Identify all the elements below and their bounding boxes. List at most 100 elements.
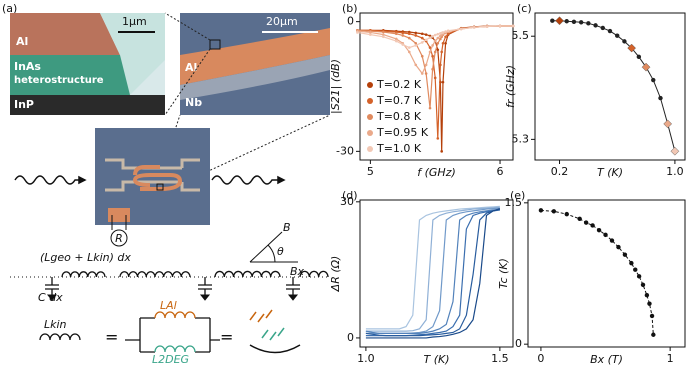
marker [498, 24, 502, 28]
pad [108, 208, 130, 222]
marker [577, 216, 582, 222]
marker [444, 41, 447, 45]
marker [414, 44, 418, 47]
marker [369, 33, 372, 36]
marker [651, 77, 656, 83]
marker [420, 36, 424, 40]
marker [538, 208, 544, 213]
marker [407, 50, 411, 54]
y-tick-label: 5.5 [512, 29, 530, 42]
marker [395, 39, 398, 43]
marker [401, 34, 405, 37]
legend-marker [367, 98, 373, 104]
field-b: B [283, 221, 291, 234]
marker [564, 211, 569, 217]
marker [433, 50, 437, 54]
marker [663, 119, 673, 129]
y-axis-label: Tc (K) [497, 258, 510, 289]
inductor [214, 270, 281, 278]
marker [407, 32, 411, 36]
inductor [154, 345, 196, 353]
series-line [365, 208, 500, 334]
eq-lkin: Lkin [44, 318, 67, 331]
marker [636, 274, 642, 279]
field-theta: θ [277, 245, 284, 258]
marker [441, 41, 445, 45]
x-tick-label: 1.5 [491, 352, 509, 365]
sem-image: Al InAs heterostructure InP 1µm [10, 13, 165, 115]
x-axis-label: Bx (T) [590, 353, 623, 366]
marker [629, 260, 634, 266]
inductor [299, 270, 329, 278]
panel-label: (c) [517, 2, 532, 15]
y-tick-label: 1.5 [505, 196, 523, 209]
x-tick-label: 5 [367, 165, 374, 178]
al-band [180, 28, 330, 85]
marker [658, 95, 663, 101]
legend-marker [367, 82, 373, 88]
marker [407, 36, 411, 40]
legend-marker [367, 130, 373, 136]
marker [571, 19, 577, 24]
legend-label: T=0.8 K [376, 110, 422, 123]
ground [287, 294, 299, 301]
resistor [110, 229, 128, 247]
series-line [365, 206, 500, 332]
series-line [365, 208, 501, 339]
marker [436, 137, 440, 140]
marker [431, 35, 434, 38]
axes-frame [359, 12, 514, 161]
marker [356, 31, 359, 34]
series-line [552, 20, 676, 152]
axes-frame [359, 199, 514, 348]
inp-layer [10, 95, 165, 115]
y-axis-label: fr (GHz) [504, 65, 517, 108]
marker [641, 62, 651, 72]
sem-inp: InP [14, 98, 34, 111]
y-axis-label: |S21| (dB) [329, 59, 342, 114]
x-tick-label: 0 [537, 352, 544, 365]
marker [424, 72, 428, 75]
x-axis-label: T (K) [423, 353, 449, 366]
inductor [154, 311, 196, 319]
marker [644, 292, 650, 298]
marker [401, 31, 405, 35]
y-tick-label: 30 [340, 195, 354, 208]
marker [407, 46, 411, 49]
eq-sign: = [105, 328, 118, 347]
marker [670, 146, 680, 156]
marker [651, 332, 656, 337]
microwave-arrows [14, 175, 286, 185]
inas-layer [10, 55, 130, 95]
marker [433, 76, 437, 80]
marker [428, 46, 432, 49]
marker [441, 31, 445, 34]
marker [472, 25, 476, 29]
marker [420, 72, 424, 75]
series-line [365, 208, 500, 337]
y-tick-label: 0 [515, 337, 522, 350]
marker [593, 23, 598, 28]
marker [414, 63, 418, 67]
marker [431, 44, 434, 47]
panel-label: (e) [510, 189, 525, 202]
marker [428, 36, 432, 39]
marker [636, 54, 642, 60]
marker [420, 41, 424, 44]
marker [439, 37, 442, 41]
marker [622, 252, 628, 257]
panel-label: (d) [342, 189, 358, 202]
marker [627, 43, 636, 53]
marker [446, 32, 450, 36]
capacitor [198, 277, 212, 295]
marker [433, 33, 437, 37]
legend-label: T=1.0 K [376, 142, 422, 155]
marker [609, 238, 615, 243]
inductor [39, 333, 81, 341]
marker [382, 33, 385, 36]
series-line [365, 205, 500, 330]
ground [199, 294, 211, 301]
legend-label: T=0.95 K [376, 126, 429, 139]
marker [590, 223, 595, 228]
marker [485, 25, 489, 28]
